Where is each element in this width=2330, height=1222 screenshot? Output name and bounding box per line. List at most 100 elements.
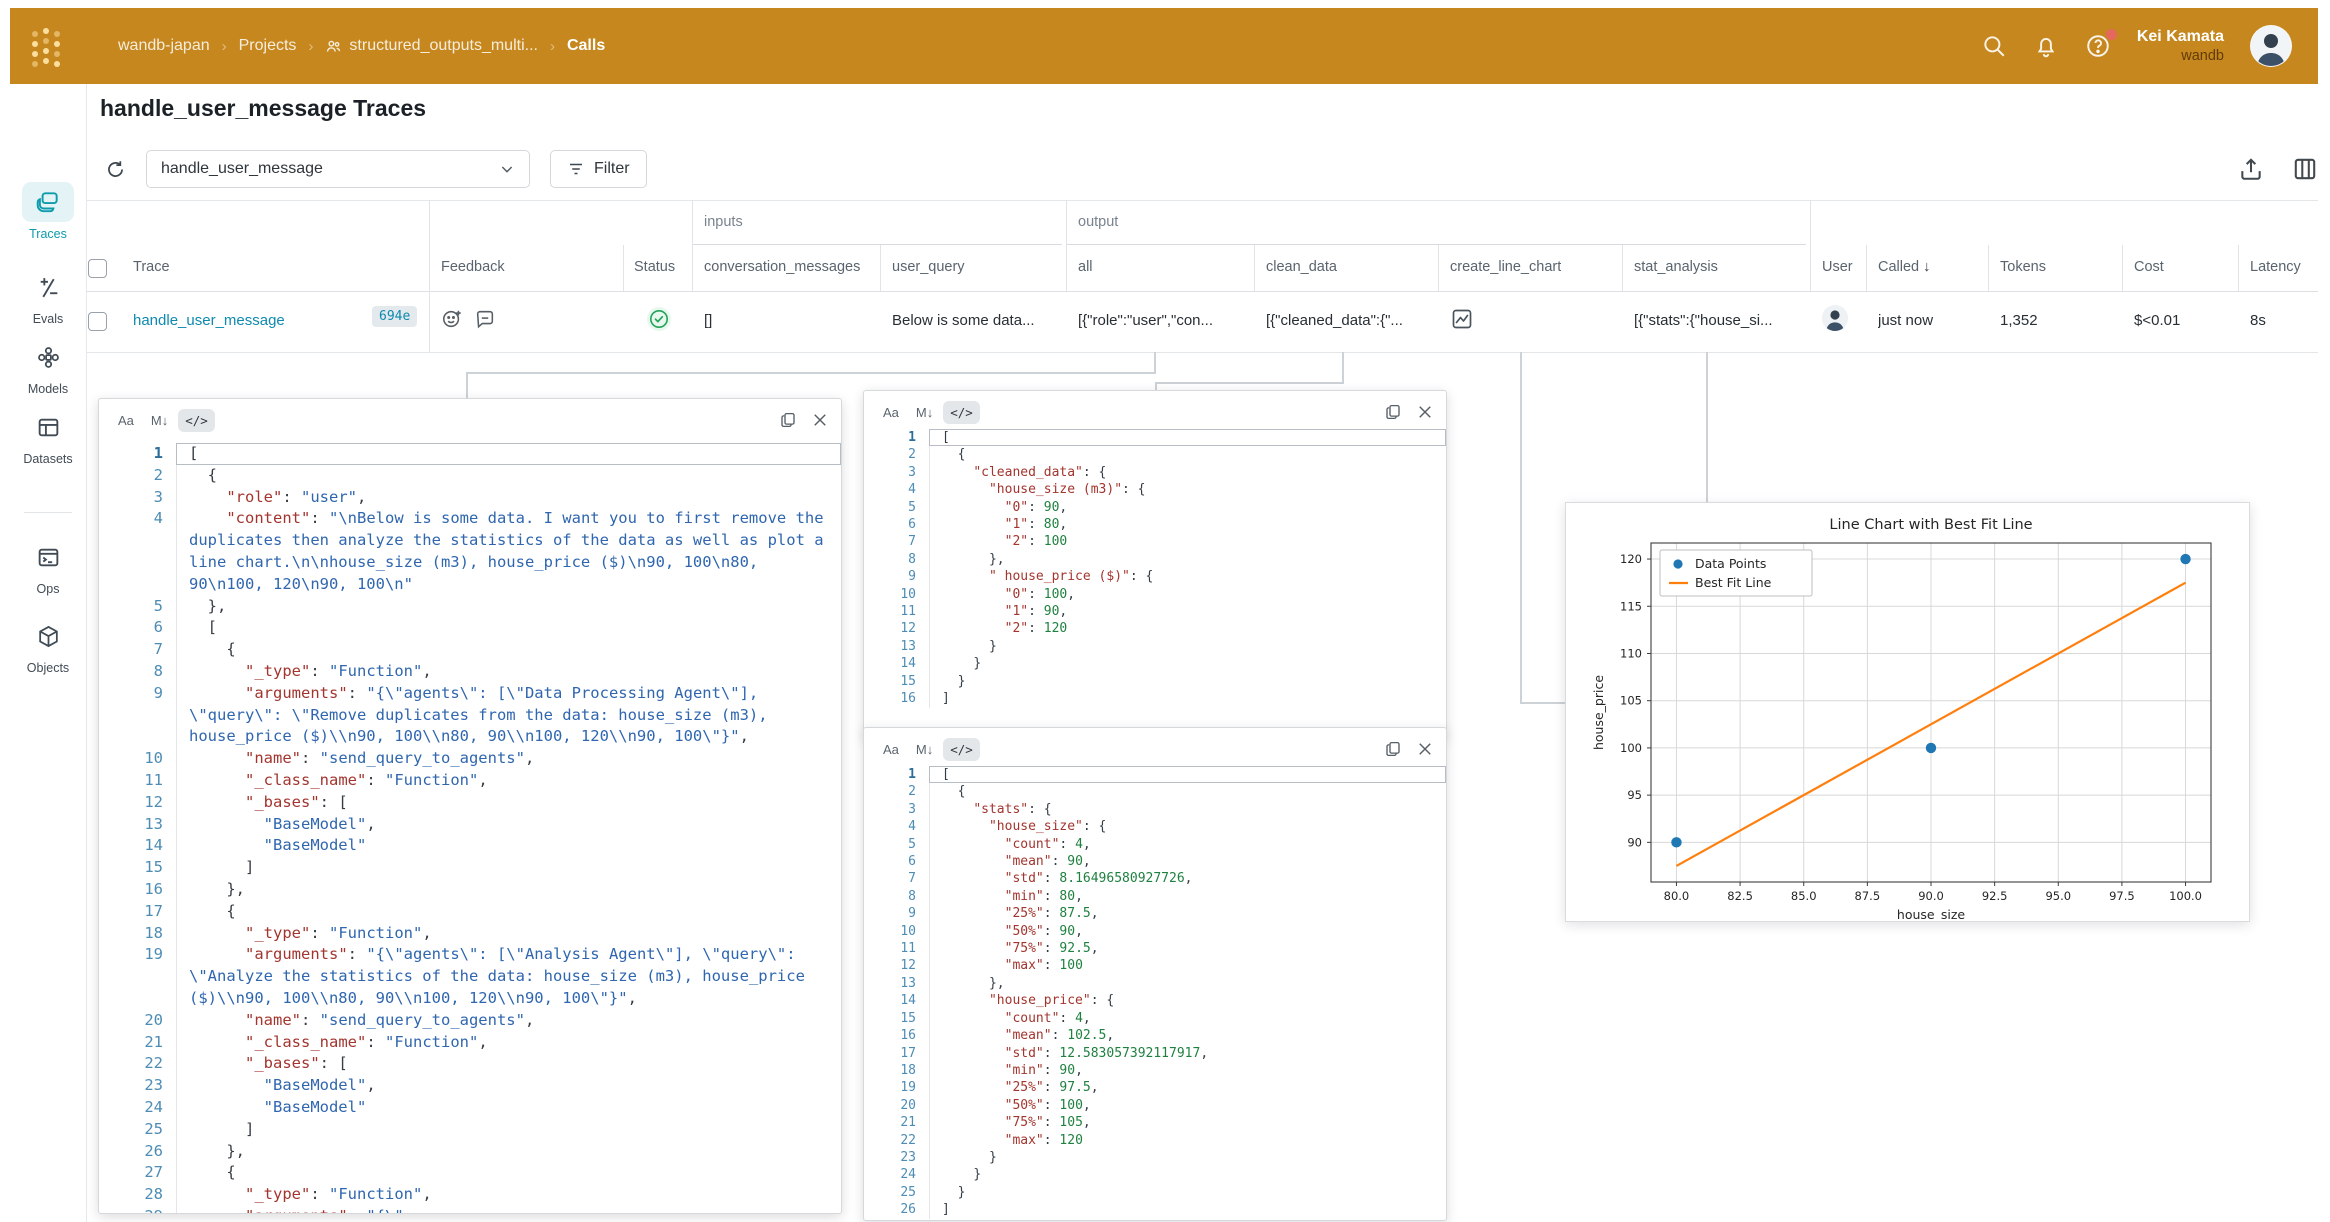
col-header-all[interactable]: all — [1078, 259, 1093, 275]
code-line: 21 "75%": 105, — [864, 1114, 1446, 1132]
json-code-viewer[interactable]: 1[2 {3 "cleaned_data": {4 "house_size (m… — [864, 429, 1446, 737]
sidebar-item-traces[interactable]: Traces — [10, 182, 86, 241]
col-header-cost[interactable]: Cost — [2134, 259, 2164, 275]
row-checkbox[interactable] — [88, 312, 107, 331]
filter-button[interactable]: Filter — [550, 150, 647, 188]
svg-text:house_price: house_price — [1591, 675, 1606, 750]
col-header-conversation-messages[interactable]: conversation_messages — [704, 259, 861, 275]
row-user-avatar[interactable] — [1822, 305, 1848, 331]
search-icon[interactable] — [1981, 33, 2007, 59]
code-line: 10 "50%": 90, — [864, 922, 1446, 941]
breadcrumb-calls[interactable]: Calls — [566, 37, 606, 54]
text-view-button[interactable]: Aa — [883, 741, 899, 757]
select-all-checkbox[interactable] — [88, 259, 107, 278]
models-icon — [37, 346, 59, 368]
popup-header: Aa M↓ </> — [864, 728, 1446, 770]
column-separator — [1866, 245, 1867, 291]
code-line: 4 "house_size": { — [864, 818, 1446, 836]
code-view-button[interactable]: </> — [943, 737, 980, 761]
trace-link[interactable]: handle_user_message — [133, 312, 285, 329]
code-line: 22 "max": 120 — [864, 1131, 1446, 1149]
breadcrumb-project[interactable]: structured_outputs_multi... — [325, 37, 538, 55]
notification-badge — [2105, 29, 2117, 40]
columns-settings-icon[interactable] — [2292, 156, 2318, 182]
status-success-icon — [646, 306, 672, 332]
markdown-view-button[interactable]: M↓ — [915, 404, 934, 420]
copy-icon[interactable] — [1384, 403, 1402, 421]
code-line: 1[ — [99, 443, 841, 465]
copy-icon[interactable] — [1384, 740, 1402, 758]
code-view-button[interactable]: </> — [943, 400, 980, 424]
sidebar-item-evals[interactable]: Evals — [10, 267, 86, 326]
notifications-bell-icon[interactable] — [2033, 33, 2059, 59]
code-line: 11 "1": 90, — [864, 603, 1446, 621]
comment-icon[interactable] — [474, 308, 496, 330]
column-separator — [1622, 245, 1623, 291]
code-line: 7 "2": 100 — [864, 533, 1446, 551]
json-code-viewer[interactable]: 1[2 {3 "role": "user", 4 "content": "\nBe… — [99, 443, 841, 1213]
line-chart-figure: 80.0 82.5 85.0 87.5 90.0 92.5 95.0 97.5 100.0 90 9… — [1591, 517, 2212, 922]
text-view-button[interactable]: Aa — [883, 404, 899, 420]
markdown-view-button[interactable]: M↓ — [915, 741, 934, 757]
op-selector-dropdown[interactable]: handle_user_message — [146, 150, 530, 188]
row-bottom-border — [86, 352, 2318, 353]
text-view-button[interactable]: Aa — [118, 412, 134, 428]
close-icon[interactable] — [811, 411, 829, 429]
markdown-view-button[interactable]: M↓ — [150, 412, 169, 428]
code-line: 20 "50%": 100, — [864, 1096, 1446, 1115]
close-icon[interactable] — [1416, 403, 1434, 421]
col-header-stat-analysis[interactable]: stat_analysis — [1634, 259, 1718, 275]
connector-line — [1155, 382, 1157, 392]
connector-line — [1520, 702, 1565, 704]
traces-icon — [36, 192, 58, 213]
popup-stat-analysis: Aa M↓ </> 1[2 {3 "stats": {4 "house_size… — [863, 727, 1447, 1221]
user-name: Kei Kamata — [2136, 27, 2224, 45]
code-line: 3 "cleaned_data": { — [864, 463, 1446, 482]
breadcrumb-projects[interactable]: Projects — [238, 37, 297, 54]
sidebar-item-objects[interactable]: Objects — [10, 616, 86, 675]
sidebar-item-models[interactable]: Models — [10, 337, 86, 396]
code-line: 21 "_class_name": "Function", — [99, 1031, 841, 1054]
header-bottom-border — [86, 291, 2318, 292]
chart-image-icon[interactable] — [1450, 307, 1474, 331]
column-separator — [2122, 245, 2123, 291]
add-reaction-icon[interactable] — [441, 308, 463, 330]
copy-icon[interactable] — [779, 411, 797, 429]
col-header-status[interactable]: Status — [634, 259, 676, 275]
connector-line — [1706, 352, 1708, 502]
col-header-latency[interactable]: Latency — [2250, 259, 2301, 275]
code-view-button[interactable]: </> — [178, 408, 215, 432]
export-icon[interactable] — [2238, 156, 2264, 182]
connector-line — [1155, 382, 1344, 384]
col-header-user[interactable]: User — [1822, 259, 1853, 275]
col-header-create-line-chart[interactable]: create_line_chart — [1450, 259, 1562, 275]
json-code-viewer[interactable]: 1[2 {3 "stats": {4 "house_size": {5 "cou… — [864, 766, 1446, 1220]
refresh-button[interactable] — [96, 150, 134, 188]
col-header-feedback[interactable]: Feedback — [441, 259, 505, 275]
column-separator — [1438, 245, 1439, 291]
inputs-group-underline — [692, 244, 1062, 245]
code-line: 19 "25%": 97.5, — [864, 1079, 1446, 1097]
sidebar-item-ops[interactable]: Ops — [10, 537, 86, 596]
col-header-called[interactable]: Called ↓ — [1878, 259, 1931, 275]
code-line: 16 "mean": 102.5, — [864, 1027, 1446, 1045]
sidebar-item-datasets[interactable]: Datasets — [10, 407, 86, 466]
code-line: 10 "name": "send_query_to_agents", — [99, 748, 841, 770]
code-line: 27 { — [99, 1162, 841, 1185]
help-icon[interactable] — [2085, 29, 2117, 59]
col-header-clean-data[interactable]: clean_data — [1266, 259, 1337, 275]
col-header-user-query[interactable]: user_query — [892, 259, 965, 275]
code-line: 9 "25%": 87.5, — [864, 905, 1446, 923]
code-line: 1[ — [864, 429, 1446, 447]
group-header-inputs: inputs — [704, 214, 743, 230]
user-avatar[interactable] — [2250, 25, 2292, 67]
svg-text:house_size: house_size — [1897, 907, 1965, 921]
col-header-tokens[interactable]: Tokens — [2000, 259, 2046, 275]
breadcrumb-entity[interactable]: wandb-japan — [118, 37, 210, 54]
close-icon[interactable] — [1416, 740, 1434, 758]
svg-text:100: 100 — [1620, 741, 1642, 755]
col-header-trace[interactable]: Trace — [133, 259, 170, 275]
wandb-logo-icon[interactable] — [32, 24, 78, 68]
filter-label: Filter — [594, 160, 630, 177]
